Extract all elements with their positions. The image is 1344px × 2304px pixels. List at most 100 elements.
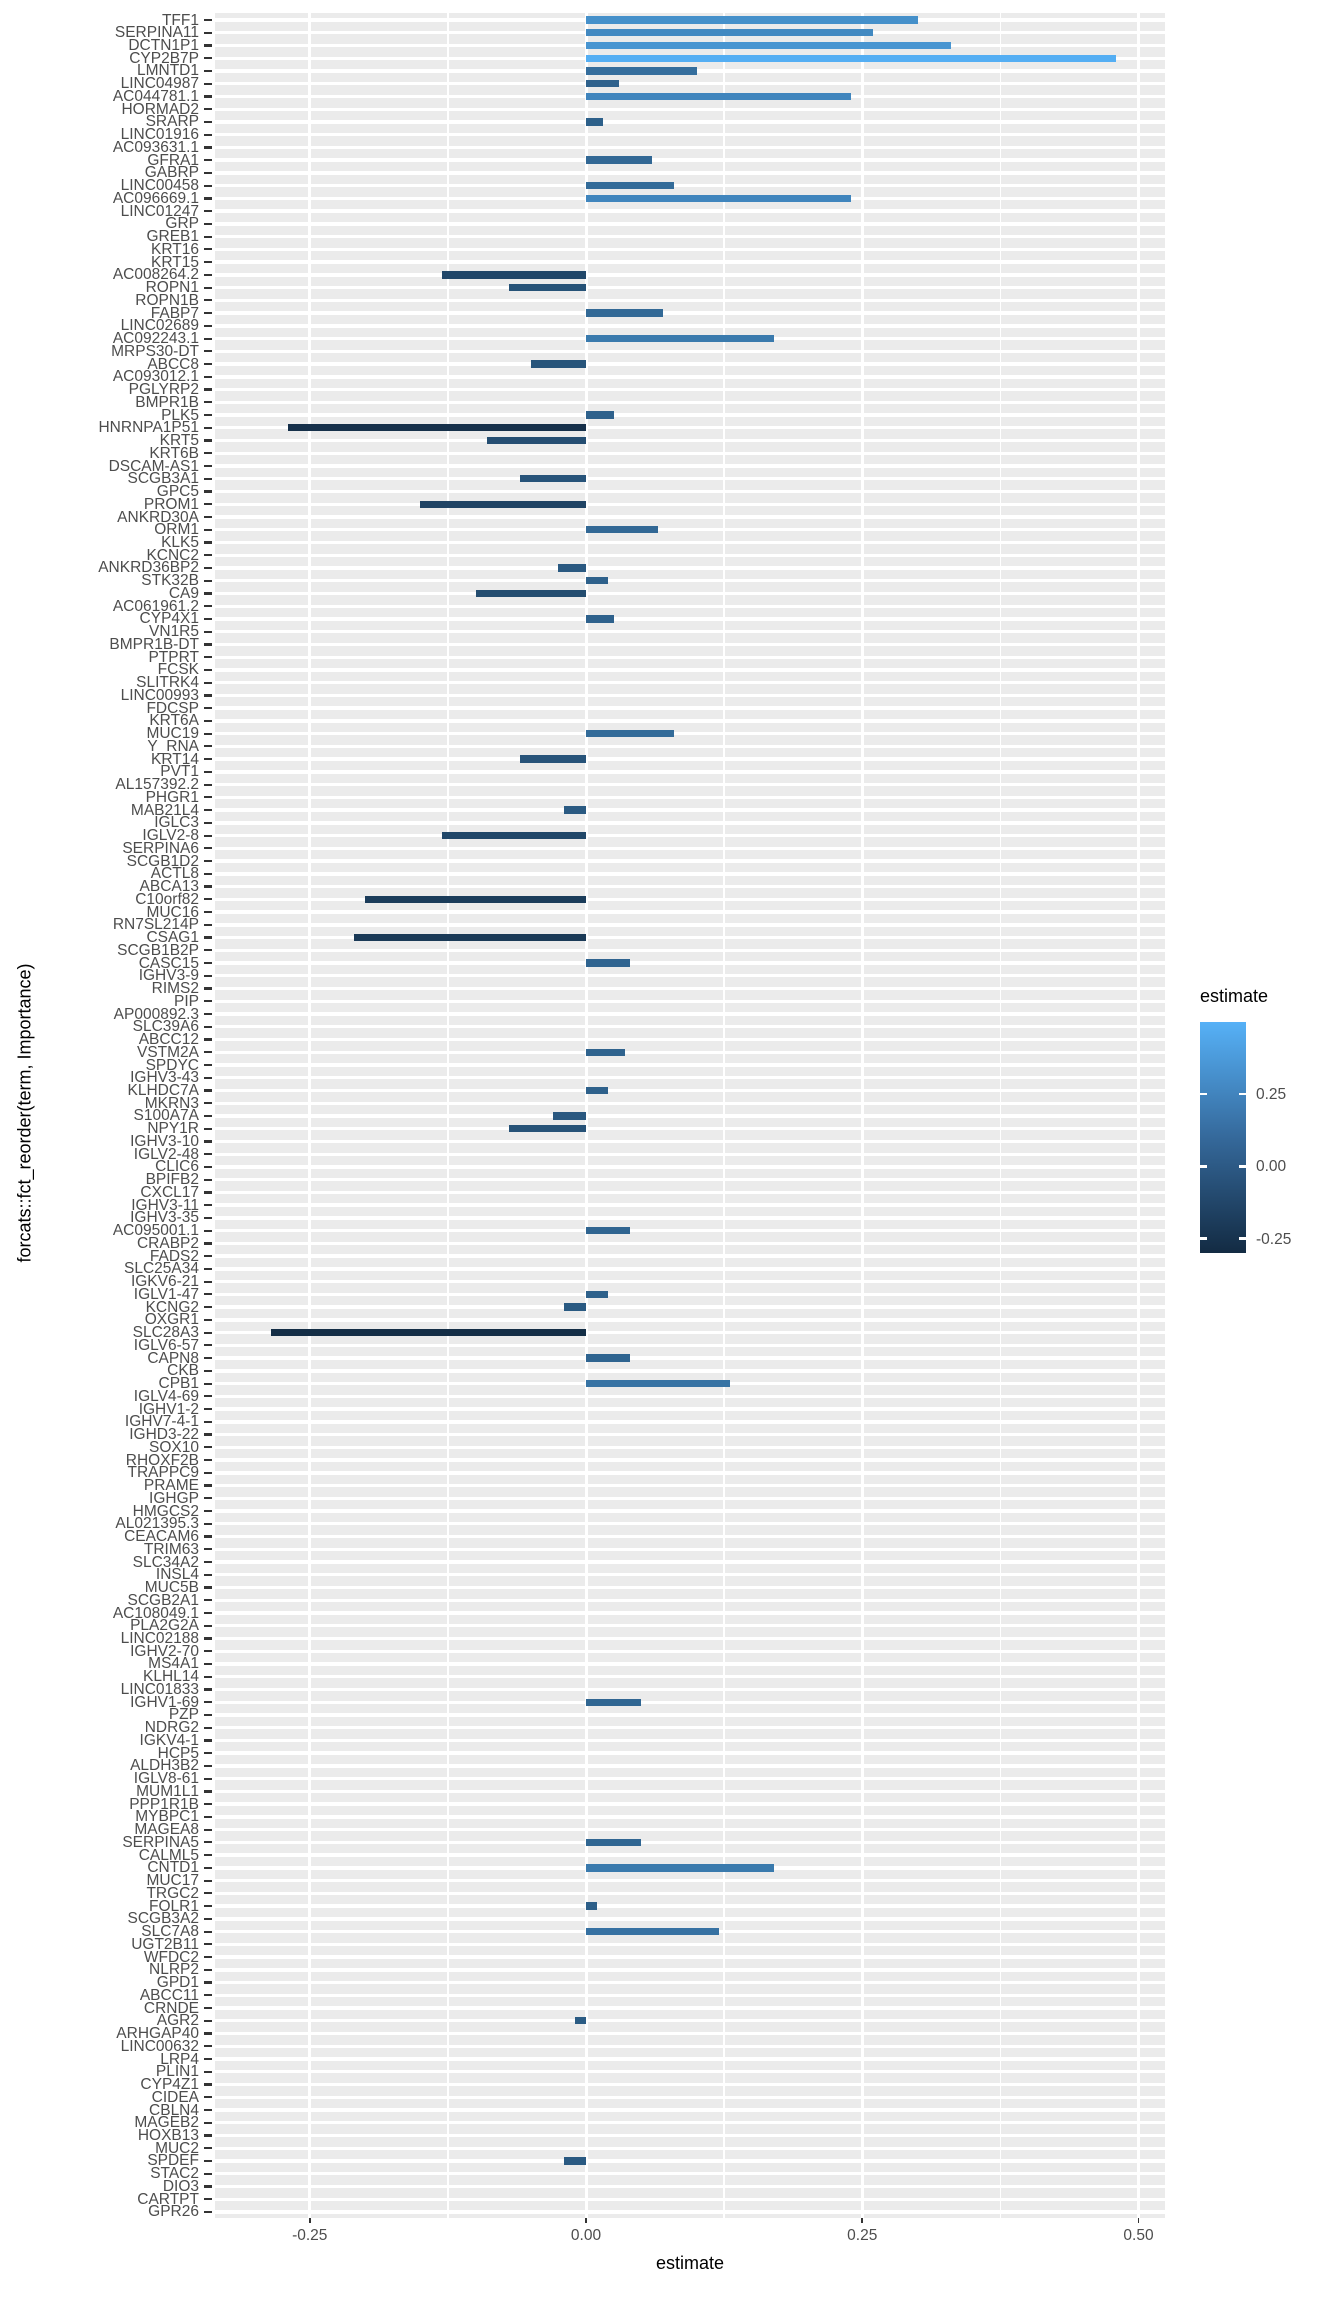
estimate-bar-ROPN1: [508, 283, 586, 292]
y-tick-mark: [204, 630, 212, 633]
gridline-major-h: [215, 1560, 1165, 1564]
x-tick-label: 0.50: [1123, 2227, 1154, 2244]
estimate-bar-PLK5: [586, 411, 614, 419]
y-tick-label: SCGB1D2: [126, 852, 199, 870]
gridline-major-h: [215, 1764, 1165, 1768]
y-tick-mark: [204, 1650, 212, 1653]
gridline-major-h: [215, 477, 1165, 481]
y-tick-mark: [204, 847, 212, 850]
y-tick-mark: [204, 222, 212, 225]
y-tick-mark: [204, 1803, 212, 1806]
estimate-bar-SLC7A8: [586, 1927, 719, 1936]
y-tick-mark: [204, 643, 212, 646]
gridline-major-h: [215, 1611, 1165, 1615]
gridline-major-h: [215, 362, 1165, 366]
y-tick-label: SLC28A3: [132, 1324, 199, 1342]
y-tick-mark: [204, 133, 212, 136]
gridline-major-h: [215, 961, 1165, 965]
y-tick-label: IGHV3-9: [138, 967, 199, 985]
estimate-bar-C10orf82: [365, 895, 586, 904]
y-tick-mark: [204, 1879, 212, 1882]
estimate-bar-AC095001.1: [586, 1226, 631, 1235]
y-tick-label: PLK5: [161, 406, 199, 424]
y-tick-mark: [204, 1548, 212, 1551]
gridline-major-h: [215, 1178, 1165, 1182]
gridline-major-h: [215, 553, 1165, 557]
y-tick-label: WFDC2: [143, 1948, 199, 1966]
y-tick-mark: [204, 1892, 212, 1895]
y-tick-mark: [204, 1191, 212, 1194]
estimate-bar-NPY1R: [508, 1125, 586, 1133]
estimate-bar-LINC00458: [586, 181, 675, 190]
gridline-major-h: [215, 451, 1165, 455]
y-tick-label: PROM1: [143, 495, 199, 513]
gridline-major-h: [215, 375, 1165, 379]
estimate-bar-CAPN8: [586, 1354, 631, 1362]
y-tick-label: SERPINA11: [114, 24, 199, 42]
gridline-major-h: [215, 1980, 1165, 1985]
y-tick-mark: [204, 2096, 212, 2099]
gridline-major-h: [215, 1471, 1165, 1475]
estimate-bar-TFF1: [586, 16, 918, 24]
y-tick-mark: [204, 1573, 212, 1576]
gridline-major-h: [215, 82, 1165, 86]
gridline-major-h: [215, 1445, 1165, 1450]
y-tick-mark: [204, 1076, 212, 1079]
y-tick-mark: [204, 1051, 212, 1054]
y-tick-mark: [204, 2185, 212, 2188]
gridline-major-h: [215, 1305, 1165, 1309]
y-tick-mark: [204, 69, 212, 73]
y-tick-mark: [204, 503, 212, 506]
y-tick-label: MUC19: [146, 725, 199, 743]
y-tick-label: LINC02188: [120, 1629, 199, 1647]
y-tick-label: RIMS2: [151, 980, 199, 998]
y-tick-label: ORM1: [154, 521, 199, 539]
y-tick-mark: [204, 2210, 212, 2214]
y-tick-label: LINC00458: [120, 177, 199, 195]
y-tick-mark: [204, 120, 212, 124]
estimate-bar-CNTD1: [586, 1864, 774, 1872]
estimate-bar-HNRNPA1P51: [287, 424, 586, 432]
y-tick-label: CNTD1: [147, 1859, 199, 1877]
gridline-major-h: [215, 400, 1165, 404]
y-tick-label: IGHD3-22: [129, 1426, 199, 1444]
legend-tick-label: -0.25: [1256, 1230, 1292, 1248]
gridline-major-h: [215, 1012, 1165, 1016]
y-tick-mark: [204, 1726, 212, 1729]
y-tick-label: KLK5: [161, 534, 199, 551]
estimate-bar-FOLR1: [586, 1902, 598, 1910]
y-tick-label: KLHDC7A: [127, 1081, 200, 1099]
x-tick-label: 0.25: [847, 2227, 878, 2244]
estimate-bar-S100A7A: [552, 1112, 586, 1120]
y-tick-mark: [204, 1560, 212, 1564]
gridline-major-h: [215, 591, 1165, 596]
gridline-major-h: [215, 923, 1165, 927]
gridline-major-h: [215, 719, 1165, 723]
gridline-major-h: [215, 693, 1165, 698]
y-tick-label: LINC01916: [120, 126, 199, 144]
y-tick-label: MYBPC1: [135, 1808, 199, 1826]
y-tick-label: IGLC3: [154, 814, 199, 832]
y-tick-mark: [204, 783, 212, 786]
y-tick-mark: [204, 1688, 212, 1691]
y-tick-label: PIP: [174, 992, 199, 1010]
y-tick-mark: [204, 1994, 212, 1997]
y-tick-label: LINC02689: [120, 317, 199, 335]
x-tick-mark: [1137, 2218, 1140, 2223]
estimate-bar-CPB1: [586, 1379, 730, 1388]
y-tick-label: IGHGP: [149, 1489, 199, 1507]
y-tick-label: HORMAD2: [121, 100, 199, 118]
gridline-major-h: [215, 1649, 1165, 1653]
y-tick-mark: [204, 18, 212, 22]
gridline-major-h: [215, 1254, 1165, 1258]
y-tick-label: IGKV4-1: [139, 1731, 199, 1749]
y-tick-mark: [204, 1331, 212, 1334]
gridline-major-h: [215, 680, 1165, 685]
y-tick-mark: [204, 1012, 212, 1016]
y-tick-label: IGHV2-70: [130, 1642, 199, 1660]
gridline-major-h: [215, 1292, 1165, 1297]
y-tick-mark: [204, 860, 212, 863]
y-tick-label: CARTPT: [137, 2190, 199, 2208]
y-tick-label: LINC04987: [120, 75, 199, 93]
